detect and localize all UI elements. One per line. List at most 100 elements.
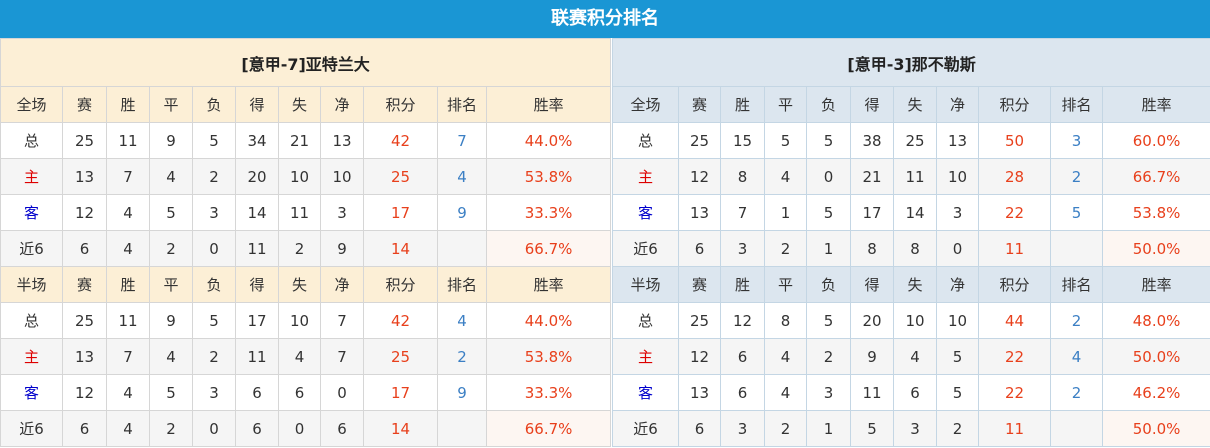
- cell-drawn: 5: [764, 122, 807, 159]
- cell-points: 14: [363, 410, 438, 447]
- cell-played: 25: [678, 302, 721, 339]
- row-label: 客: [612, 194, 679, 231]
- cell-goal-diff: 9: [320, 230, 364, 267]
- cell-rank: 3: [1050, 122, 1103, 159]
- cell-goals-against: 6: [893, 374, 937, 411]
- cell-won: 3: [720, 410, 765, 447]
- cell-played: 13: [62, 338, 107, 375]
- cell-goals-for: 5: [850, 410, 894, 447]
- cell-points: 25: [363, 158, 438, 195]
- cell-win-rate: 44.0%: [485, 122, 612, 159]
- home-team-standings: [意甲-7]亚特兰大 全场赛胜平负得失净积分 排名 胜率总 25 11 9 5 34 21 13 42…: [0, 38, 612, 447]
- cell-goal-diff: 3: [320, 194, 364, 231]
- cell-points: 17: [363, 194, 438, 231]
- table-row: 主 12 6 4 2 9 4 5 22 4 50.0%: [612, 338, 1210, 375]
- cell-goals-against: 4: [278, 338, 321, 375]
- column-header: 排名: [437, 86, 487, 123]
- cell-rank: 9: [437, 374, 487, 411]
- cell-goal-diff: 0: [936, 230, 979, 267]
- cell-lost: 1: [806, 230, 851, 267]
- cell-win-rate: 50.0%: [1101, 410, 1210, 447]
- cell-lost: 0: [806, 158, 851, 195]
- cell-played: 6: [62, 410, 107, 447]
- team-name: [意甲-3]那不勒斯: [611, 38, 1210, 87]
- cell-goals-for: 34: [235, 122, 279, 159]
- row-label: 主: [612, 338, 679, 375]
- cell-goals-for: 6: [235, 374, 279, 411]
- cell-win-rate: 33.3%: [485, 374, 612, 411]
- column-header: 失: [278, 266, 321, 303]
- cell-played: 25: [62, 302, 107, 339]
- column-header: 积分: [978, 86, 1051, 123]
- section-header: 半场赛胜平负得失净积分 排名 胜率: [0, 266, 612, 303]
- cell-drawn: 5: [149, 374, 193, 411]
- cell-goals-against: 4: [893, 338, 937, 375]
- cell-goals-for: 9: [850, 338, 894, 375]
- cell-points: 11: [978, 230, 1051, 267]
- row-label: 总: [612, 302, 679, 339]
- cell-goal-diff: 5: [936, 374, 979, 411]
- column-header: 胜率: [1101, 86, 1210, 123]
- section-header: 半场赛胜平负得失净积分 排名 胜率: [612, 266, 1210, 303]
- cell-played: 13: [62, 158, 107, 195]
- row-label: 客: [0, 374, 63, 411]
- section-header: 全场赛胜平负得失净积分 排名 胜率: [612, 86, 1210, 123]
- table-row: 总 25 11 9 5 34 21 13 42 7 44.0%: [0, 122, 612, 159]
- column-header: 平: [764, 86, 807, 123]
- away-team-standings: [意甲-3]那不勒斯 全场赛胜平负得失净积分 排名 胜率总 25 15 5 5 38 25 13 50…: [611, 38, 1210, 447]
- table-row: 主 13 7 4 2 20 10 10 25 4 53.8%: [0, 158, 612, 195]
- cell-played: 13: [678, 194, 721, 231]
- cell-goals-against: 21: [278, 122, 321, 159]
- table-row: 客 12 4 5 3 6 6 0 17 9 33.3%: [0, 374, 612, 411]
- row-label: 客: [0, 194, 63, 231]
- column-header: 胜率: [1101, 266, 1210, 303]
- cell-played: 12: [62, 194, 107, 231]
- cell-won: 3: [720, 230, 765, 267]
- column-header: 排名: [1050, 266, 1103, 303]
- cell-points: 42: [363, 122, 438, 159]
- column-header: 排名: [1050, 86, 1103, 123]
- column-header: 净: [320, 86, 364, 123]
- cell-lost: 3: [192, 194, 236, 231]
- table-row: 主 12 8 4 0 21 11 10 28 2 66.7%: [612, 158, 1210, 195]
- row-label: 主: [0, 158, 63, 195]
- column-header: 胜: [106, 266, 150, 303]
- column-header: 负: [192, 266, 236, 303]
- cell-win-rate: 66.7%: [485, 230, 612, 267]
- cell-goal-diff: 10: [320, 158, 364, 195]
- cell-lost: 1: [806, 410, 851, 447]
- cell-played: 6: [678, 410, 721, 447]
- cell-points: 44: [978, 302, 1051, 339]
- column-header: 净: [936, 266, 979, 303]
- cell-drawn: 4: [764, 338, 807, 375]
- cell-points: 11: [978, 410, 1051, 447]
- column-header: 积分: [978, 266, 1051, 303]
- cell-played: 25: [678, 122, 721, 159]
- cell-goal-diff: 10: [936, 302, 979, 339]
- cell-won: 7: [106, 338, 150, 375]
- table-row: 近6 6 4 2 0 11 2 9 14 66.7%: [0, 230, 612, 267]
- cell-points: 25: [363, 338, 438, 375]
- cell-won: 4: [106, 374, 150, 411]
- cell-win-rate: 50.0%: [1101, 338, 1210, 375]
- cell-points: 22: [978, 194, 1051, 231]
- cell-drawn: 1: [764, 194, 807, 231]
- cell-rank: 4: [1050, 338, 1103, 375]
- column-header: 负: [806, 266, 851, 303]
- cell-drawn: 4: [149, 158, 193, 195]
- cell-drawn: 2: [764, 230, 807, 267]
- cell-win-rate: 33.3%: [485, 194, 612, 231]
- cell-rank: 9: [437, 194, 487, 231]
- cell-lost: 2: [806, 338, 851, 375]
- cell-goal-diff: 7: [320, 302, 364, 339]
- team-name: [意甲-7]亚特兰大: [0, 38, 612, 87]
- table-row: 近6 6 3 2 1 5 3 2 11 50.0%: [612, 410, 1210, 447]
- column-header: 得: [850, 86, 894, 123]
- cell-goal-diff: 7: [320, 338, 364, 375]
- column-header: 净: [936, 86, 979, 123]
- row-label: 近6: [612, 410, 679, 447]
- cell-played: 12: [678, 158, 721, 195]
- cell-points: 22: [978, 374, 1051, 411]
- cell-lost: 3: [192, 374, 236, 411]
- cell-drawn: 2: [149, 230, 193, 267]
